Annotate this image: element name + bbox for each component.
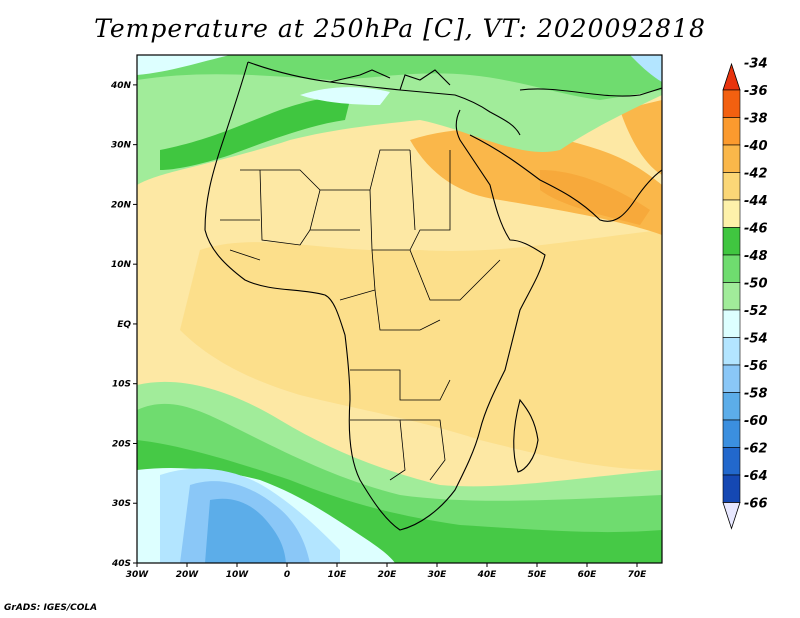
colorbar-swatch <box>722 227 741 256</box>
colorbar-label: -42 <box>744 167 768 182</box>
colorbar-label: -60 <box>744 414 768 429</box>
colorbar-label: -52 <box>744 304 768 319</box>
map-frame <box>136 54 663 564</box>
longitude-ticks: 30W 20W 10W 0 10E 20E 30E 40E 50E 60E 70E <box>126 563 647 580</box>
lat-tick-label: 30N <box>111 141 132 151</box>
colorbar-swatch <box>722 144 741 173</box>
lat-tick-label: 10S <box>112 380 131 390</box>
lon-tick-label: 10W <box>226 570 250 580</box>
colorbar-swatch <box>722 309 741 338</box>
country-borders <box>220 149 501 481</box>
colorbar-label: -64 <box>744 469 768 484</box>
colorbar-swatch <box>722 447 741 476</box>
colorbar-label: -36 <box>744 84 768 99</box>
lat-tick-label: 20S <box>112 439 131 449</box>
colorbar-swatch <box>722 117 741 146</box>
colorbar-swatch <box>722 89 741 118</box>
colorbar-label: -50 <box>744 277 768 292</box>
colorbar-swatch <box>722 364 741 393</box>
lat-tick-label: 40N <box>110 81 132 91</box>
lon-tick-label: 20W <box>176 570 200 580</box>
colorbar: -34 -36 -38 -40 -42 -44 -46 -48 -50 -52 -54 -56 -58 -… <box>722 57 768 530</box>
lon-tick-label: 30E <box>428 570 448 580</box>
lon-tick-label: 60E <box>578 570 598 580</box>
colorbar-label: -40 <box>744 139 768 154</box>
colorbar-label: -34 <box>744 57 768 72</box>
colorbar-label: -48 <box>744 249 768 264</box>
colorbar-label: -58 <box>744 387 768 402</box>
lat-tick-label: 10N <box>111 260 132 270</box>
colorbar-label: -46 <box>744 222 768 237</box>
lat-tick-label: 30S <box>112 499 131 509</box>
lon-tick-label: 30W <box>126 570 150 580</box>
colorbar-swatch <box>722 199 741 228</box>
colorbar-label: -38 <box>744 112 768 127</box>
colorbar-swatch <box>722 474 741 503</box>
colorbar-swatch <box>722 282 741 311</box>
lon-tick-label: 70E <box>628 570 648 580</box>
colorbar-label: -62 <box>744 442 768 457</box>
lon-tick-label: 50E <box>528 570 548 580</box>
colorbar-swatch <box>722 254 741 283</box>
colorbar-label: -66 <box>744 497 768 512</box>
colorbar-swatch <box>722 419 741 448</box>
colorbar-swatch <box>722 392 741 421</box>
credit-label: GrADS: IGES/COLA <box>4 603 98 613</box>
colorbar-bottom-arrow <box>722 502 741 530</box>
lon-tick-label: 20E <box>378 570 398 580</box>
colorbar-label: -56 <box>744 359 768 374</box>
lat-tick-label: 40S <box>111 559 131 569</box>
colorbar-label: -44 <box>744 194 768 209</box>
lat-tick-label: EQ <box>117 320 131 330</box>
colorbar-swatch <box>722 172 741 201</box>
colorbar-label: -54 <box>744 332 768 347</box>
coastline <box>204 61 662 531</box>
lat-tick-label: 20N <box>111 200 132 210</box>
lon-tick-label: 40E <box>477 570 498 580</box>
latitude-ticks: 40N 30N 20N 10N EQ 10S 20S 30S 40S <box>110 81 137 569</box>
colorbar-swatch <box>722 337 741 366</box>
temperature-field <box>137 55 662 563</box>
colorbar-top-arrow <box>722 62 741 91</box>
lon-tick-label: 0 <box>284 570 290 580</box>
lon-tick-label: 10E <box>328 570 348 580</box>
map-title: Temperature at 250hPa [C], VT: 202009281… <box>94 14 706 43</box>
